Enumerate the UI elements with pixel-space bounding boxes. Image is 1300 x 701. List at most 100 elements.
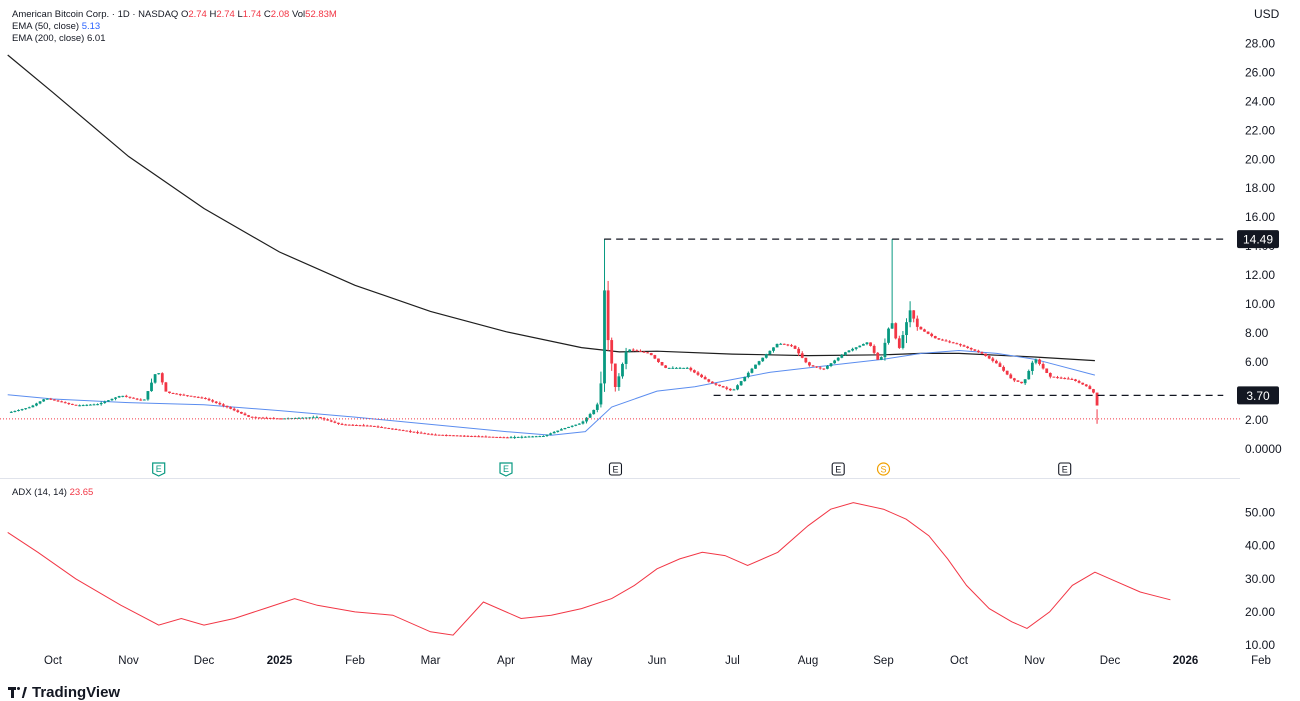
candle-body xyxy=(509,437,513,439)
candle-body xyxy=(405,430,409,432)
candle-body xyxy=(768,350,772,355)
candle-body xyxy=(308,417,312,419)
svg-text:S: S xyxy=(880,465,886,475)
candle-body xyxy=(1045,368,1049,373)
candle-body xyxy=(826,366,829,369)
tradingview-logo[interactable]: TradingView xyxy=(8,684,120,701)
horizontal-levels[interactable] xyxy=(604,238,1224,397)
candle-body xyxy=(746,372,750,377)
candle-body xyxy=(229,407,233,409)
ema200-label: EMA (200, close) xyxy=(12,33,85,44)
candle-body xyxy=(520,436,524,438)
candle-body xyxy=(1056,377,1059,379)
candle-body xyxy=(581,421,585,424)
candle-body xyxy=(538,436,542,438)
candle-body xyxy=(20,409,24,411)
candle-body xyxy=(423,433,427,435)
candle-body xyxy=(24,408,28,410)
candle-body xyxy=(710,381,714,384)
candle-body xyxy=(236,410,240,412)
ema50-legend[interactable]: EMA (50, close) 5.13 xyxy=(12,20,100,33)
candle-body xyxy=(1066,378,1070,380)
svg-text:E: E xyxy=(503,464,509,474)
candle-body xyxy=(534,436,538,438)
candle-body xyxy=(171,393,175,395)
candle-body xyxy=(99,402,103,405)
candle-body xyxy=(394,429,398,431)
candle-body xyxy=(128,396,132,398)
candle-body xyxy=(660,362,664,366)
candle-body xyxy=(1020,381,1023,384)
candle-body xyxy=(610,340,614,364)
candle-body xyxy=(772,347,775,351)
candle-body xyxy=(937,338,941,340)
candle-body xyxy=(257,417,261,419)
candle-body xyxy=(243,413,247,416)
time-tick-label: Nov xyxy=(1024,655,1045,667)
candle-body xyxy=(106,400,110,402)
ohlc-low-value: 1.74 xyxy=(242,9,262,20)
candle-body xyxy=(588,414,592,418)
candle-body xyxy=(56,400,60,402)
time-axis[interactable]: Oct Nov Dec 2025 Feb Mar Apr May Jun Jul Aug Sep Oct… xyxy=(44,655,1271,667)
candle-body xyxy=(13,410,17,412)
currency-label[interactable]: USD xyxy=(1254,7,1280,21)
volume-label: Vol xyxy=(291,9,306,20)
price-tick-label: 26.00 xyxy=(1245,65,1275,79)
candle-body xyxy=(60,401,64,403)
candle-body xyxy=(232,408,236,411)
candle-body xyxy=(484,436,488,438)
earnings-marker[interactable]: E xyxy=(499,462,513,477)
candle-body xyxy=(764,354,768,358)
symbol-legend[interactable]: American Bitcoin Corp. · 1D · NASDAQ O2.… xyxy=(12,8,337,21)
candle-body xyxy=(470,435,473,437)
time-tick-label: Oct xyxy=(950,655,969,667)
earnings-marker[interactable]: E xyxy=(1058,462,1072,476)
adx-pane[interactable] xyxy=(7,502,1171,636)
candle-body xyxy=(1081,382,1085,385)
earnings-marker[interactable]: E xyxy=(608,462,623,476)
adx-tick-label: 10.00 xyxy=(1245,638,1275,652)
ema200-legend[interactable]: EMA (200, close) 6.01 xyxy=(12,32,105,45)
candle-body xyxy=(628,349,632,352)
candle-body xyxy=(998,363,1002,367)
candle-body xyxy=(549,433,552,435)
earnings-marker[interactable]: E xyxy=(152,462,166,477)
adx-legend[interactable]: ADX (14, 14) 23.65 xyxy=(12,486,93,499)
earnings-marker[interactable]: E xyxy=(831,462,845,476)
candle-body xyxy=(696,372,700,375)
candle-body xyxy=(67,403,71,405)
candle-body xyxy=(887,328,890,343)
candle-body xyxy=(721,386,725,388)
candle-body xyxy=(211,400,215,402)
adx-axis[interactable]: 50.00 40.00 30.00 20.00 10.00 xyxy=(1245,506,1275,652)
candle-body xyxy=(142,399,146,401)
candle-body xyxy=(491,436,495,438)
candle-body xyxy=(872,345,876,353)
candle-body xyxy=(667,367,671,369)
candle-body xyxy=(905,322,908,336)
candle-body xyxy=(808,362,811,366)
price-tag-label: 14.49 xyxy=(1243,233,1273,247)
candle-body xyxy=(27,407,31,409)
candle-body xyxy=(498,437,502,439)
candle-body xyxy=(455,435,459,437)
candle-body xyxy=(355,424,358,426)
candle-body xyxy=(502,437,506,439)
svg-text:E: E xyxy=(612,465,618,475)
adx-line xyxy=(7,502,1171,636)
candle-body xyxy=(556,430,560,432)
split-marker[interactable]: S xyxy=(876,462,891,476)
candle-body xyxy=(624,351,628,364)
time-tick-label: 2025 xyxy=(267,655,293,667)
candle-body xyxy=(293,417,297,419)
candle-body xyxy=(297,417,301,419)
candle-body xyxy=(419,432,423,434)
ohlc-high-label: H xyxy=(209,9,217,20)
candle-body xyxy=(955,343,959,345)
time-tick-label: Nov xyxy=(118,655,139,667)
candle-body xyxy=(980,352,984,354)
